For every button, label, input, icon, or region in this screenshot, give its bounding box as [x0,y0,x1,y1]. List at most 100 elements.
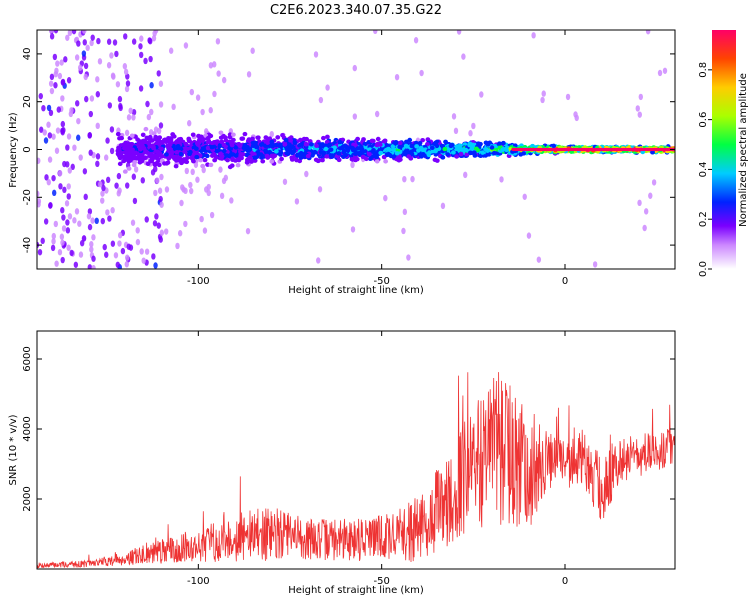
spectrogram-cell [54,260,59,267]
spectrogram-cell [304,170,309,178]
spectrogram-cell [183,220,188,228]
spectrogram-cell [456,30,462,35]
spectrogram-cell [448,143,454,149]
y-tick-label: -40 [22,237,33,253]
spectrogram-cell [432,157,438,163]
spectrogram-cell [295,153,301,158]
x-tick-label: -100 [187,576,210,587]
spectrogram-cell [305,153,311,159]
spectrogram-xlabel: Height of straight line (km) [288,285,424,296]
spectrogram-cell [105,176,111,184]
y-tick-label: 6000 [22,346,33,371]
spectrogram-cell [461,53,466,60]
spectrogram-cell [46,179,51,186]
spectrogram-cell [284,150,290,156]
spectrogram-cell [133,150,139,155]
spectrogram-cell [106,62,112,69]
spectrogram-cell [77,220,82,227]
spectrogram-cell [177,230,183,237]
spectrogram-cell [350,161,355,169]
spectrogram-cell [391,154,397,159]
spectrogram-cell [394,151,400,156]
spectrogram-cell [143,57,148,65]
spectrogram-cell [139,35,144,42]
spectrogram-cell [657,69,663,77]
spectrogram-cell [95,122,100,130]
spectrogram-cell [352,143,358,148]
spectrogram-cell [288,138,294,143]
spectrogram-cell [648,192,653,199]
spectrogram-cell [349,157,355,162]
spectrogram-cell [141,146,147,151]
spectrogram-cell [252,155,258,160]
spectrogram-cell [363,156,369,162]
spectrogram-cell [540,96,545,104]
spectrogram-cell [149,108,154,116]
spectrogram-cell [199,215,204,223]
spectrogram-cell [635,105,640,112]
spectrogram-cell [642,224,647,232]
spectrogram-cell [402,175,407,183]
spectrogram-cell [209,211,215,219]
spectrogram-cell [202,227,208,234]
spectrogram-cell [522,193,527,200]
spectrogram-cell [51,174,56,182]
spectrogram-cell [153,262,158,269]
spectrogram-cell [325,84,330,91]
spectrogram-cells [37,30,675,269]
spectrogram-cell [374,110,380,118]
colorbar-tick-label: 0.2 [698,211,709,227]
spectrogram-cell [146,144,152,149]
spectrogram-cell [146,113,152,121]
spectrogram-cell [418,145,424,151]
spectrogram-cell [212,61,217,68]
spectrogram-cell [317,186,323,193]
spectrogram-cell [236,158,242,163]
spectrogram-cell [104,251,109,258]
spectrogram-cell [337,146,343,151]
spectrogram-cell [138,139,144,144]
spectrogram-cell [113,252,119,259]
spectrogram-cell [219,192,225,200]
spectrogram-cell [313,51,319,58]
spectrogram-cell [341,154,346,160]
spectrogram-cell [264,150,270,155]
spectrogram-cell [198,157,204,163]
spectrogram-cell [74,208,80,215]
spectrogram-cell [637,111,642,118]
spectrogram-cell [158,101,164,108]
spectrogram-cell [489,145,495,150]
spectrogram-cell [231,137,236,143]
spectrogram-cell [230,132,236,137]
spectrogram-cell [195,176,200,183]
spectrogram-cell [123,68,129,76]
spectrogram-cell [181,159,187,164]
spectrogram-cell [137,147,143,152]
spectrogram-cell [410,175,415,183]
spectrogram-cell [346,146,351,151]
spectrogram-cell [223,138,229,143]
spectrogram-cell [413,140,419,146]
spectrogram-cell [110,207,115,214]
spectrogram-cell [289,157,295,162]
spectrogram-cell [269,139,275,145]
spectrogram-cell [124,129,130,137]
spectrogram-cell [90,34,95,41]
spectrogram-cell [245,227,251,235]
spectrogram-cell [78,251,84,258]
spectrogram-cell [350,226,356,233]
spectrogram-cell [148,37,153,45]
spectrogram-cell [58,183,63,190]
spectrogram-cell [60,127,65,135]
x-tick-label: 0 [562,576,568,587]
spectrogram-cell [279,156,284,162]
spectrogram-cell [374,154,380,160]
spectrogram-cell [427,150,432,155]
spectrogram-cell [110,240,116,247]
colorbar-tick-label: 0.0 [698,261,709,277]
spectrogram-cell [255,135,261,140]
spectrogram-cell [440,202,446,210]
spectrogram-cell [233,145,239,150]
spectrogram-cell [225,157,230,163]
spectrogram-cell [43,218,49,225]
